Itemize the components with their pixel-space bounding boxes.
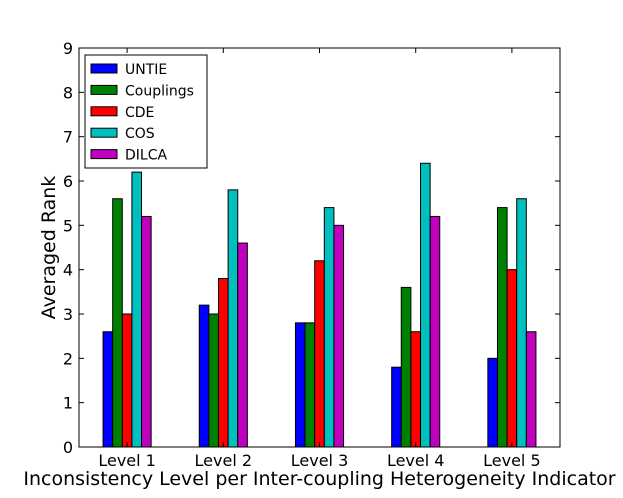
bar-untie-level-1	[102, 331, 114, 448]
bar-dilca-level-2	[237, 242, 248, 448]
y-axis: 0 1 2 3 4 5 6 7 8 9	[63, 39, 560, 457]
y-tick-label: 1	[63, 394, 73, 413]
bar-couplings-level-4	[400, 286, 412, 448]
legend-label-cos: COS	[125, 126, 155, 142]
x-tick-label: Level 1	[98, 451, 156, 470]
legend-label-cde: CDE	[125, 105, 154, 121]
bar-cde-level-2	[217, 278, 229, 448]
bar-cos-level-4	[420, 162, 431, 448]
bar-cde-level-4	[410, 331, 422, 448]
y-tick-label: 3	[63, 305, 73, 324]
bar-dilca-level-3	[333, 224, 345, 448]
bar-untie-level-2	[198, 304, 210, 448]
bar-couplings-level-2	[208, 313, 219, 448]
legend-swatch-untie	[90, 63, 118, 74]
bar-couplings-level-5	[496, 207, 508, 448]
y-tick-label: 5	[63, 216, 73, 235]
bar-cos-level-5	[516, 198, 527, 448]
y-tick-label: 4	[63, 261, 73, 280]
bar-cos-level-2	[227, 189, 239, 448]
y-tick-label: 6	[63, 172, 73, 191]
legend-swatch-couplings	[90, 84, 118, 95]
bar-cos-level-1	[131, 171, 143, 448]
legend-swatch-cde	[90, 106, 118, 117]
legend-label-couplings: Couplings	[125, 83, 194, 99]
y-tick-label: 9	[63, 39, 73, 58]
bars-group	[102, 162, 537, 448]
x-tick-label: Level 5	[483, 451, 541, 470]
bar-couplings-level-3	[304, 322, 316, 448]
bar-dilca-level-5	[525, 331, 537, 448]
legend-label-untie: UNTIE	[125, 62, 167, 78]
bar-cos-level-3	[323, 207, 335, 448]
y-tick-label: 8	[63, 83, 73, 102]
legend: UNTIE Couplings CDE COS DILCA	[84, 54, 208, 169]
y-axis-label: Averaged Rank	[38, 176, 60, 320]
x-tick-label: Level 3	[291, 451, 349, 470]
y-tick-label: 0	[63, 438, 73, 457]
bar-dilca-level-1	[141, 215, 152, 448]
bar-couplings-level-1	[112, 198, 123, 448]
bar-cde-level-3	[314, 260, 325, 448]
legend-swatch-dilca	[90, 149, 118, 160]
legend-swatch-cos	[90, 127, 118, 138]
bar-cde-level-5	[506, 269, 518, 448]
x-axis-label: Inconsistency Level per Inter-coupling H…	[23, 468, 615, 490]
bar-untie-level-5	[487, 357, 498, 448]
bar-cde-level-1	[121, 313, 133, 448]
x-axis: Level 1 Level 2 Level 3 Level 4 Level 5	[98, 48, 541, 470]
legend-label-dilca: DILCA	[125, 148, 167, 164]
x-tick-label: Level 2	[195, 451, 253, 470]
bar-untie-level-4	[391, 366, 402, 448]
y-tick-label: 2	[63, 349, 73, 368]
y-tick-label: 7	[63, 128, 73, 147]
x-tick-label: Level 4	[387, 451, 445, 470]
bar-untie-level-3	[294, 322, 306, 448]
bar-dilca-level-4	[429, 215, 441, 448]
